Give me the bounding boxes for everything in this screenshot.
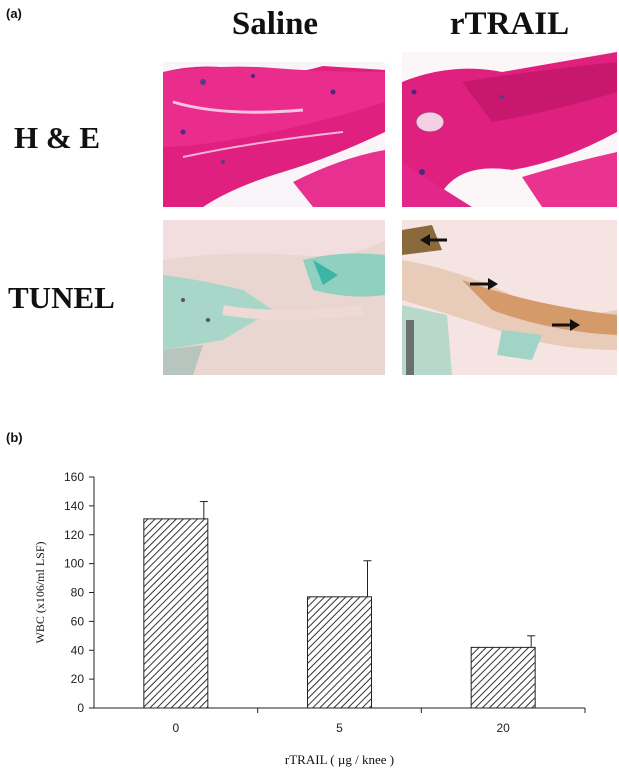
y-tick-label: 100: [64, 557, 84, 571]
wbc-bar-chart: 0 20 40 60 80 100 120 140 160 0 5 20 WBC (x106/ml …: [33, 470, 586, 767]
y-tick-label: 80: [71, 586, 85, 600]
panel-b-label: (b): [6, 430, 23, 445]
bar-20: [470, 646, 536, 709]
x-axis-label: rTRAIL ( µg / knee ): [285, 752, 394, 767]
column-header-rtrail: rTRAIL: [449, 6, 570, 42]
y-tick-label: 160: [64, 470, 84, 484]
y-tick-label: 140: [64, 499, 84, 513]
row-header-he: H & E: [14, 120, 101, 155]
x-tick-label-0: 0: [172, 721, 179, 735]
y-tick-label: 20: [71, 672, 85, 686]
y-axis-label: WBC (x106/ml LSF): [33, 541, 47, 643]
arrow-icon: [470, 278, 498, 290]
micrograph-he-rtrail: [402, 52, 617, 207]
y-tick-label: 0: [77, 701, 84, 715]
panel-a-label: (a): [6, 6, 22, 21]
x-tick-label-5: 5: [336, 721, 343, 735]
y-tick-label: 40: [71, 643, 85, 657]
y-tick-label: 120: [64, 528, 84, 542]
row-header-tunel: TUNEL: [8, 280, 115, 315]
arrow-icon: [552, 319, 580, 331]
micrograph-he-saline: [163, 62, 385, 207]
bar-5: [307, 596, 372, 709]
x-tick-label-20: 20: [496, 721, 510, 735]
arrow-icon: [420, 234, 447, 246]
micrograph-tunel-saline: [163, 220, 385, 375]
micrograph-tunel-rtrail: [402, 220, 617, 375]
y-tick-label: 60: [71, 614, 85, 628]
bar-0: [143, 518, 209, 709]
column-header-saline: Saline: [231, 6, 319, 42]
